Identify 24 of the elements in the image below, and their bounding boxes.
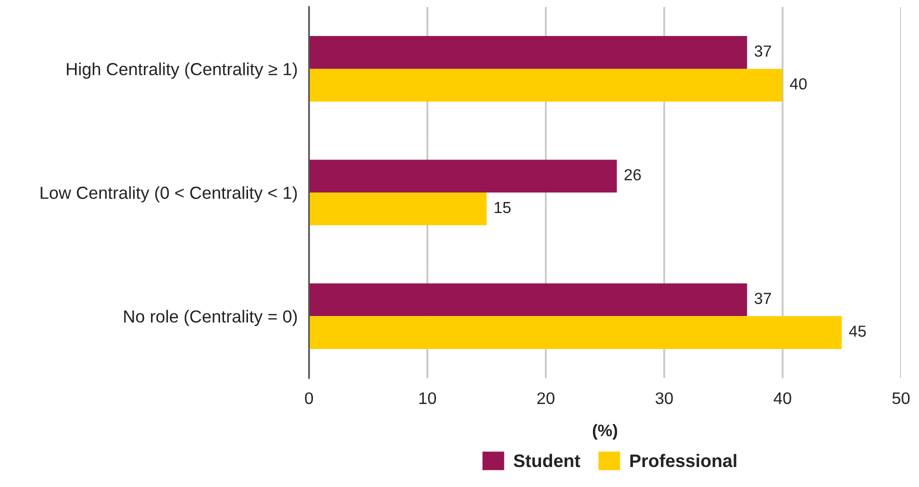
y-tick-label: High Centrality (Centrality ≥ 1) (66, 62, 297, 79)
bar (309, 192, 487, 226)
data-label: 15 (494, 202, 511, 214)
legend-label: Professional (630, 454, 736, 468)
bar (309, 68, 783, 102)
data-label: 26 (624, 169, 641, 180)
y-tick-label: No role (Centrality = 0) (124, 310, 297, 326)
data-label: 40 (790, 78, 807, 90)
x-tick-label: 40 (774, 392, 792, 404)
bar (309, 283, 748, 316)
x-tick-label: 0 (305, 392, 313, 404)
x-tick-label: 50 (892, 392, 910, 404)
x-tick-label: 10 (419, 392, 436, 404)
data-label: 37 (754, 292, 771, 304)
bar (309, 36, 748, 69)
bar (309, 160, 617, 192)
x-axis-title: (%) (592, 424, 618, 440)
x-tick-label: 20 (537, 392, 554, 404)
legend-label: Student (514, 454, 580, 468)
y-tick-label: Low Centrality (0 < Centrality < 1) (40, 186, 297, 202)
bar (309, 316, 842, 349)
data-label: 37 (754, 45, 771, 57)
x-tick-label: 30 (656, 392, 673, 404)
data-label: 45 (849, 326, 866, 337)
